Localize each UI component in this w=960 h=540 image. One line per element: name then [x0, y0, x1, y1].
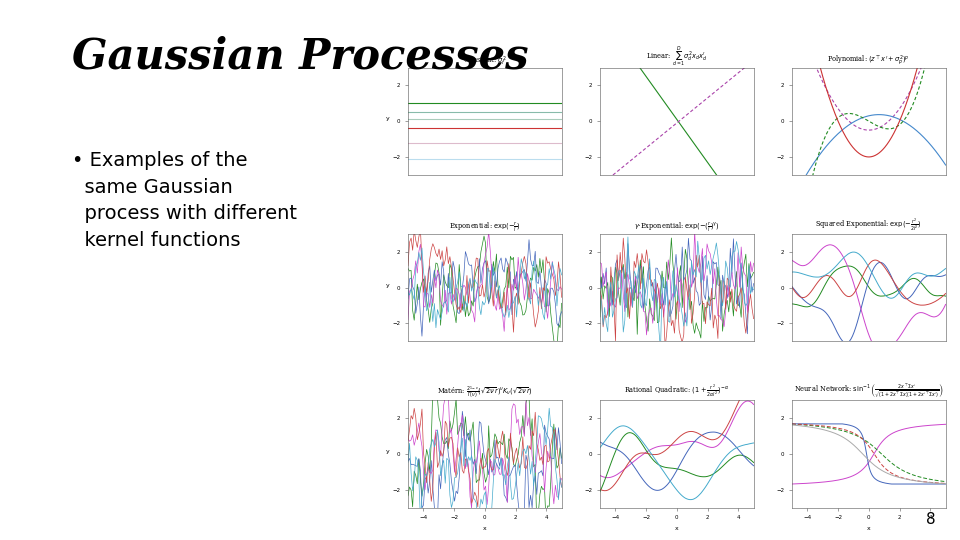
Title: $\gamma$-Exponential: $\exp(-(\frac{r}{l})^\gamma)$: $\gamma$-Exponential: $\exp(-(\frac{r}{l… — [634, 221, 720, 234]
Title: Linear: $\sum_{d=1}^{D} \sigma_d^2 x_d x_d'$: Linear: $\sum_{d=1}^{D} \sigma_d^2 x_d x… — [646, 44, 708, 68]
X-axis label: x: x — [867, 526, 871, 531]
X-axis label: x: x — [675, 526, 679, 531]
Title: Matérn: $\frac{2^{1-\nu}}{\Gamma(\nu)}(\sqrt{2\nu}r)^\nu K_\nu(\sqrt{2\nu}r)$: Matérn: $\frac{2^{1-\nu}}{\Gamma(\nu)}(\… — [437, 384, 533, 400]
Title: Exponential: $\exp(-\frac{r}{l})$: Exponential: $\exp(-\frac{r}{l})$ — [449, 221, 520, 234]
Title: Rational Quadratic: $(1 + \frac{r^2}{2\alpha l^2})^{-\alpha}$: Rational Quadratic: $(1 + \frac{r^2}{2\a… — [624, 384, 730, 400]
Y-axis label: y: y — [386, 282, 390, 287]
Title: Constant: $\sigma_f^2$: Constant: $\sigma_f^2$ — [463, 54, 507, 68]
X-axis label: x: x — [483, 526, 487, 531]
Title: Neural Network: $\sin^{-1}\left(\frac{2x^{\top}\Sigma x'}{\sqrt{(1+2x^{\top}\Sig: Neural Network: $\sin^{-1}\left(\frac{2x… — [794, 382, 944, 400]
Text: 8: 8 — [926, 511, 936, 526]
Title: Polynomial: $(z^{\top} x' + \sigma_p^2)^p$: Polynomial: $(z^{\top} x' + \sigma_p^2)^… — [828, 53, 910, 68]
Title: Squared Exponential: $\exp(-\frac{r^2}{2l^2})$: Squared Exponential: $\exp(-\frac{r^2}{2… — [815, 218, 923, 234]
Y-axis label: y: y — [386, 116, 390, 121]
Text: Gaussian Processes: Gaussian Processes — [72, 35, 529, 77]
Text: • Examples of the
  same Gaussian
  process with different
  kernel functions: • Examples of the same Gaussian process … — [72, 151, 297, 249]
Y-axis label: y: y — [386, 449, 390, 454]
